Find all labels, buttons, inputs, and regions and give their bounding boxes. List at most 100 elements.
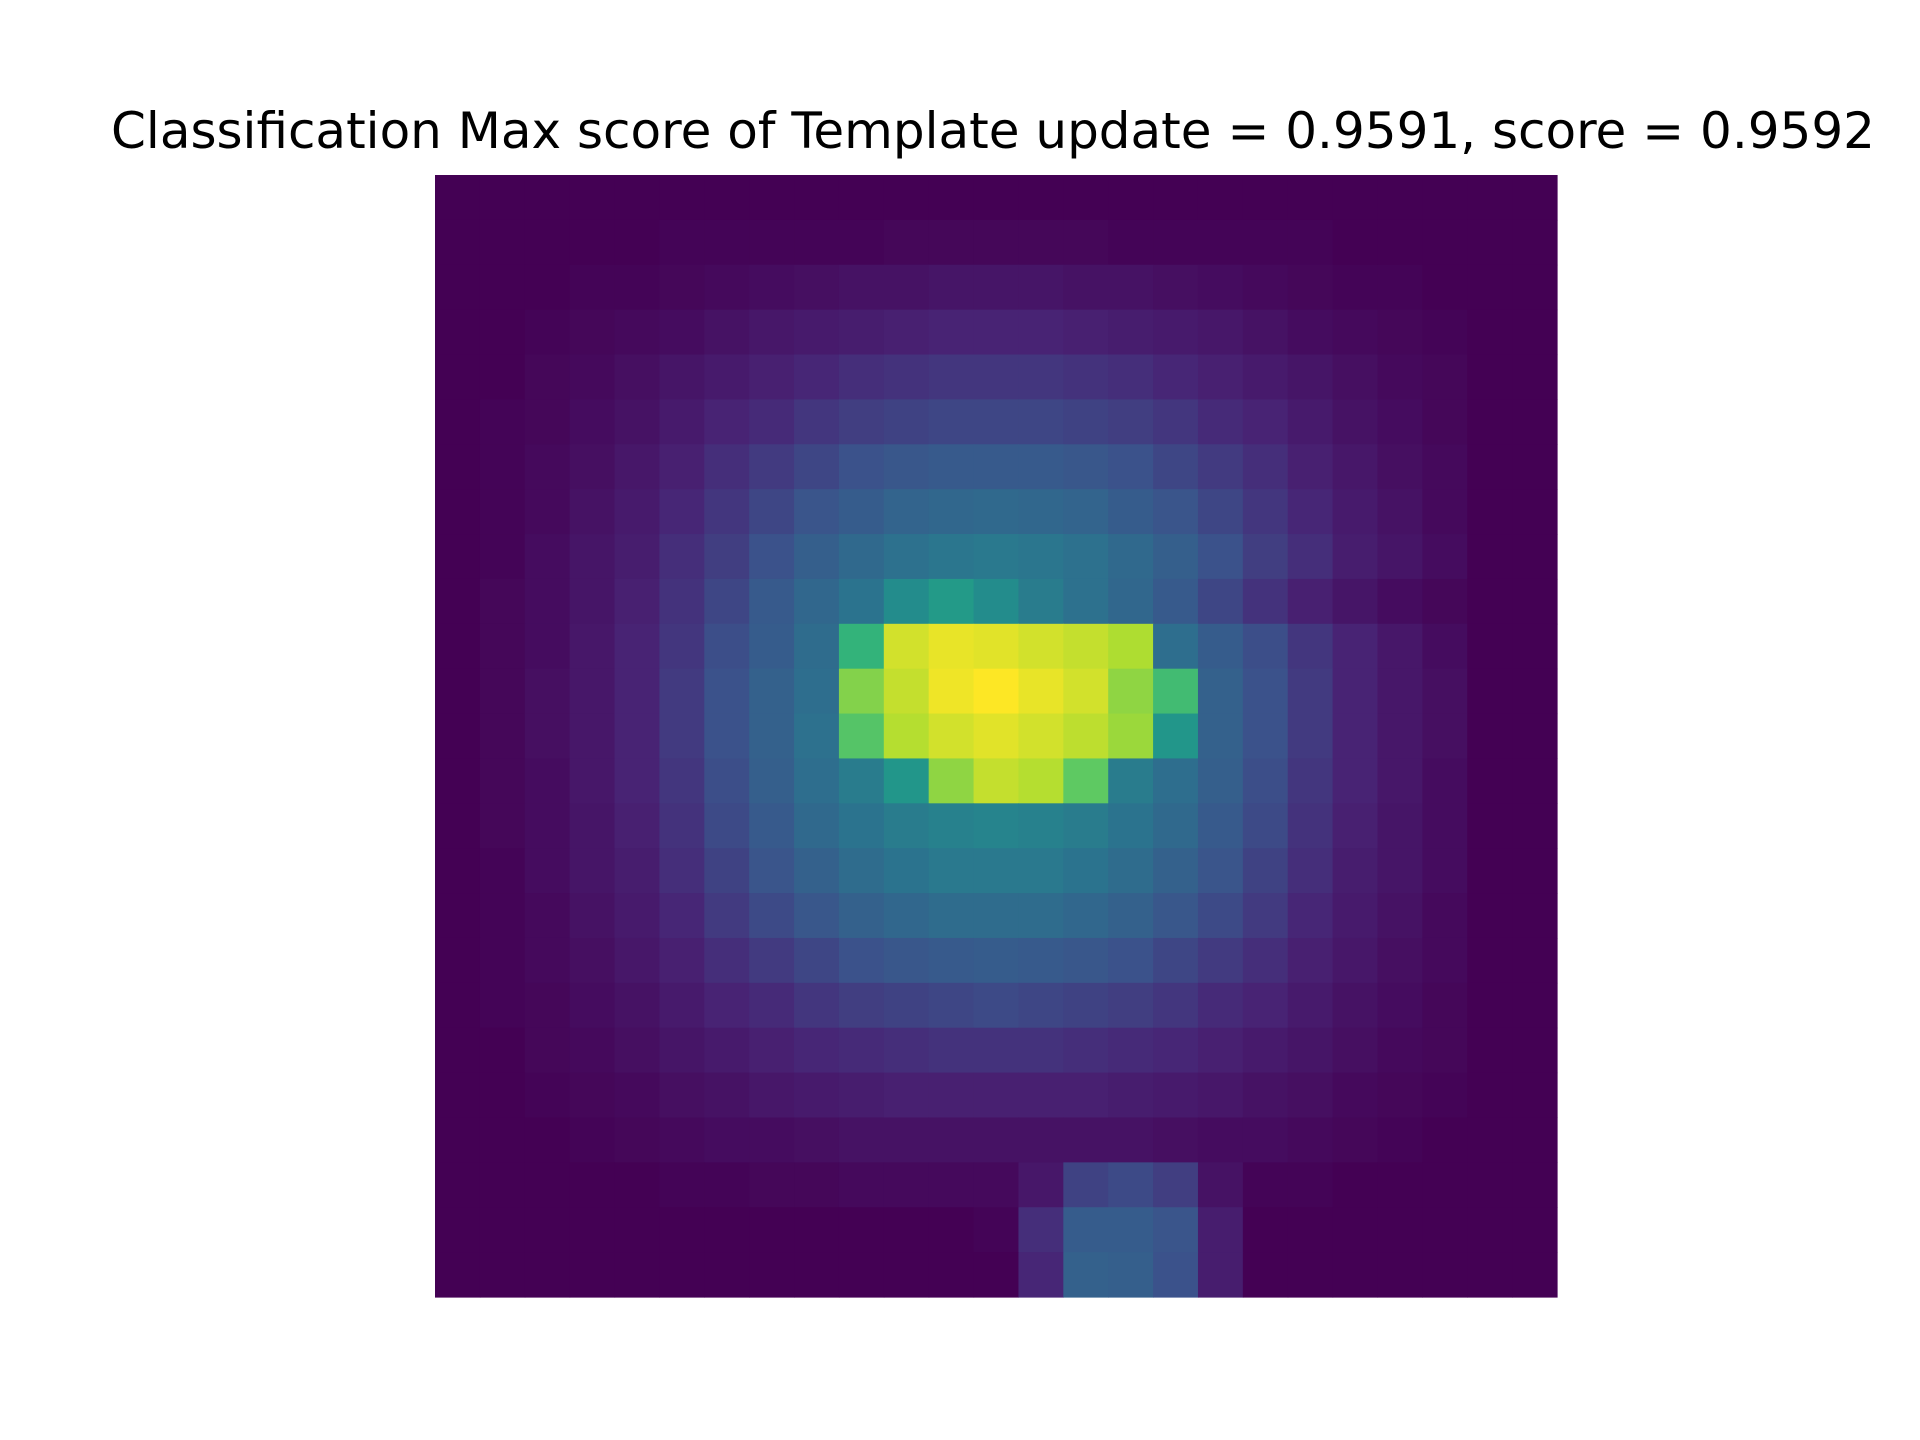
heatmap-cell — [614, 1252, 660, 1298]
heatmap-cell — [1467, 354, 1513, 400]
heatmap-cell — [1467, 399, 1513, 445]
heatmap-cell — [1422, 175, 1468, 221]
heatmap-cell — [1467, 1117, 1513, 1163]
heatmap-cell — [1018, 937, 1064, 984]
heatmap-cell — [883, 937, 930, 984]
heatmap-cell — [435, 937, 481, 984]
heatmap-cell — [1287, 893, 1334, 939]
heatmap-cell — [569, 623, 616, 670]
heatmap-cell — [838, 399, 885, 445]
heatmap-cell — [524, 399, 571, 445]
heatmap-cell — [614, 264, 660, 311]
heatmap-cell — [749, 489, 795, 535]
heatmap-cell — [749, 1117, 795, 1163]
heatmap-cell — [1197, 578, 1244, 625]
heatmap-cell — [1287, 175, 1334, 221]
heatmap-cell — [614, 354, 660, 400]
heatmap-cell — [1332, 623, 1379, 670]
heatmap-cell — [1108, 444, 1154, 490]
heatmap-cell — [973, 489, 1020, 535]
heatmap-cell — [928, 893, 975, 939]
heatmap-cell — [1377, 848, 1423, 894]
heatmap-cell — [1108, 937, 1154, 984]
heatmap-cell — [1467, 758, 1513, 804]
heatmap-cell — [838, 803, 885, 849]
heatmap-cell — [1512, 623, 1558, 670]
heatmap-cell — [479, 1072, 526, 1119]
heatmap-cell — [435, 668, 481, 715]
heatmap-cell — [1422, 264, 1468, 311]
heatmap-cell — [1467, 175, 1513, 221]
heatmap-cell — [435, 578, 481, 625]
heatmap-cell — [1108, 175, 1154, 221]
heatmap-cell — [1467, 534, 1513, 580]
heatmap-cell — [883, 1027, 930, 1074]
heatmap-cell — [614, 713, 660, 760]
heatmap-cell — [1512, 1117, 1558, 1163]
heatmap-cell — [659, 982, 705, 1029]
heatmap-cell — [749, 758, 795, 804]
heatmap-cell — [1197, 309, 1244, 356]
heatmap-cell — [659, 354, 705, 400]
heatmap-cell — [435, 444, 481, 490]
heatmap-cell — [614, 937, 660, 984]
heatmap-cell — [749, 803, 795, 849]
heatmap-cell — [1512, 578, 1558, 625]
heatmap-cell — [479, 623, 526, 670]
heatmap-cell — [973, 219, 1020, 266]
heatmap-cell — [973, 937, 1020, 984]
heatmap-cell — [1108, 219, 1154, 266]
heatmap-cell — [1512, 848, 1558, 894]
heatmap-cell — [1512, 1162, 1558, 1208]
heatmap-cell — [659, 1027, 705, 1074]
heatmap-cell — [524, 668, 571, 715]
heatmap-cell — [1153, 1162, 1199, 1208]
heatmap-cell — [524, 1117, 571, 1163]
heatmap-cell — [435, 1072, 481, 1119]
heatmap-cell — [1467, 1252, 1513, 1298]
heatmap-cell — [1422, 219, 1468, 266]
heatmap-cell — [928, 219, 975, 266]
heatmap-cell — [838, 758, 885, 804]
heatmap-cell — [524, 264, 571, 311]
heatmap-cell — [973, 309, 1020, 356]
heatmap-cell — [1467, 444, 1513, 490]
heatmap-cell — [1332, 578, 1379, 625]
heatmap-cell — [749, 399, 795, 445]
heatmap-cell — [1287, 1027, 1334, 1074]
heatmap-cell — [569, 1117, 616, 1163]
heatmap-cell — [569, 578, 616, 625]
heatmap-cell — [1018, 399, 1064, 445]
heatmap-cell — [614, 1117, 660, 1163]
heatmap-cell — [1512, 534, 1558, 580]
heatmap-cell — [704, 803, 750, 849]
heatmap-cell — [1287, 264, 1334, 311]
heatmap-cell — [1197, 354, 1244, 400]
heatmap-cell — [435, 982, 481, 1029]
heatmap-cell — [973, 354, 1020, 400]
heatmap-cell — [614, 399, 660, 445]
heatmap-cell — [1063, 175, 1109, 221]
heatmap-cell — [973, 893, 1020, 939]
heatmap-cell — [749, 1162, 795, 1208]
heatmap-cell — [1108, 623, 1154, 670]
heatmap-cell — [614, 982, 660, 1029]
heatmap-cell — [704, 1162, 750, 1208]
heatmap-cell — [1018, 623, 1064, 670]
heatmap-cell — [1332, 354, 1379, 400]
heatmap-cell — [659, 668, 705, 715]
heatmap-cell — [704, 489, 750, 535]
heatmap-cell — [1197, 1252, 1244, 1298]
heatmap-cell — [883, 893, 930, 939]
heatmap-cell — [1197, 713, 1244, 760]
heatmap-cell — [659, 1162, 705, 1208]
heatmap-cell — [659, 399, 705, 445]
heatmap-cell — [928, 1027, 975, 1074]
heatmap-cell — [883, 219, 930, 266]
heatmap-cell — [749, 264, 795, 311]
heatmap-cell — [1287, 534, 1334, 580]
heatmap-cell — [1242, 399, 1289, 445]
heatmap-cell — [704, 1207, 750, 1253]
heatmap-cell — [1422, 623, 1468, 670]
heatmap-cell — [1197, 399, 1244, 445]
